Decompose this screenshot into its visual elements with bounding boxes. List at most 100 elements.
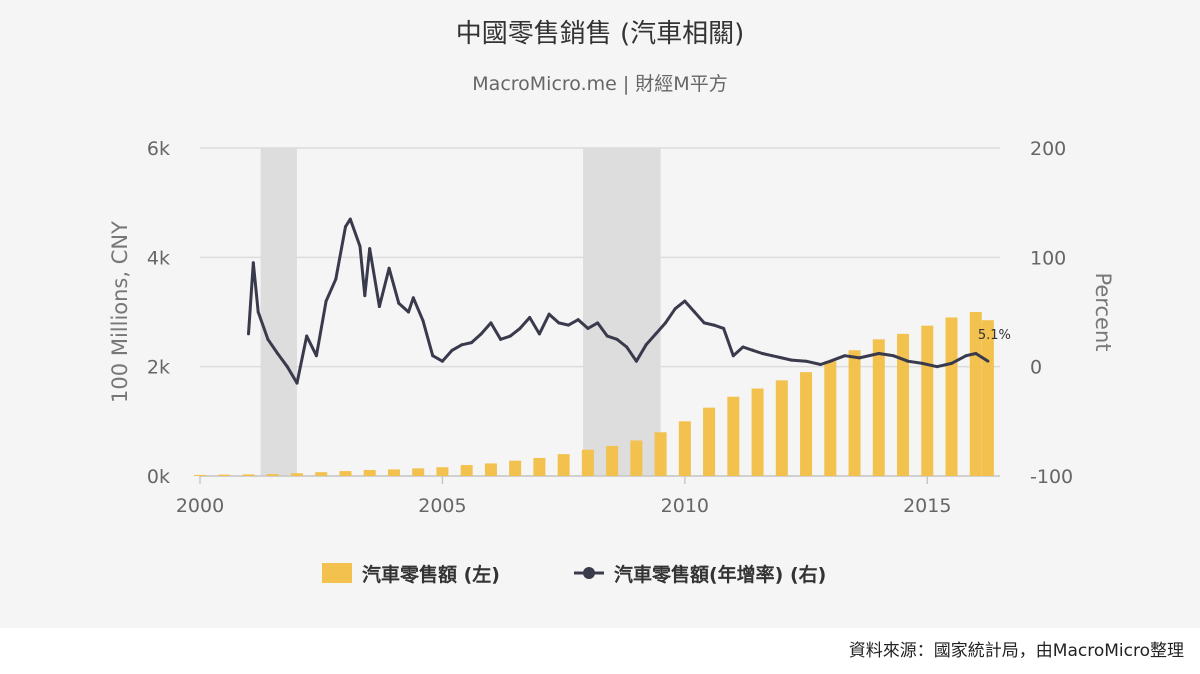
bar-25 [800,372,813,476]
bar-2 [242,474,255,476]
yoy-point-43 [634,359,638,363]
yoy-point-20 [411,296,415,300]
bar-9 [412,468,425,476]
gridlines [199,147,1000,484]
bar-6 [339,471,352,476]
bar-20 [678,421,691,476]
yoy-point-29 [499,337,503,341]
chart-subtitle: MacroMicro.me | 財經M平方 [472,73,727,95]
bar-13 [509,460,522,476]
yoy-point-45 [654,332,658,336]
yoy-point-69 [935,365,939,369]
bar-5 [315,472,328,476]
bar-22 [727,396,740,476]
yoy-point-73 [986,359,990,363]
yoy-point-38 [586,326,590,330]
yoy-point-67 [906,359,910,363]
yoy-point-48 [683,299,687,303]
yoy-point-17 [387,266,391,270]
yoy-point-16 [377,305,381,309]
yoy-point-31 [518,326,522,330]
yoy-point-51 [712,323,716,327]
yoy-point-19 [406,310,410,314]
y-right-axis-title: Percent [1091,272,1115,351]
yoy-point-32 [528,315,532,319]
y-right-tick-label: 200 [1030,138,1066,160]
yoy-point-42 [625,345,629,349]
yoy-point-72 [974,352,978,356]
yoy-point-18 [397,301,401,305]
bar-8 [387,469,400,476]
yoy-point-61 [819,362,823,366]
yoy-point-56 [760,352,764,356]
yoy-point-7 [305,334,309,338]
yoy-point-57 [770,354,774,358]
legend-line-marker [583,567,595,579]
y-left-axis-title: 100 Millions, CNY [108,221,132,403]
bar-15 [557,454,570,476]
chart-card: 中國零售銷售 (汽車相關) MacroMicro.me | 財經M平方 0k 2k… [108,19,1115,586]
yoy-point-28 [489,321,493,325]
yoy-point-6 [295,381,299,385]
bar-14 [533,457,546,476]
chart-title: 中國零售銷售 (汽車相關) [456,19,745,49]
yoy-point-24 [450,348,454,352]
bar-29 [897,333,910,476]
yoy-point-53 [731,354,735,358]
yoy-point-9 [324,299,328,303]
yoy-point-47 [673,307,677,311]
bar-series [194,312,994,476]
yoy-point-4 [276,352,280,356]
bar-18 [630,440,643,476]
recession-bands [260,148,661,476]
latest-value-annotation: 5.1% [978,328,1011,343]
y-left-tick-label: 4k [147,247,170,269]
chart: 中國零售銷售 (汽車相關) MacroMicro.me | 財經M平方 0k 2k… [108,19,1115,586]
bar-28 [872,339,885,476]
bar-27 [848,350,861,476]
yoy-point-22 [431,354,435,358]
recession-band-0 [260,148,297,476]
yoy-line [247,217,989,385]
yoy-point-71 [964,354,968,358]
bar-24 [775,380,788,476]
legend-bar-swatch [322,563,352,583]
x-tick-label: 2005 [418,495,466,517]
yoy-point-2 [256,310,260,314]
yoy-point-50 [702,321,706,325]
y-left-tick-label: 2k [147,357,170,379]
yoy-point-62 [828,359,832,363]
yoy-point-8 [314,354,318,358]
line-series [246,217,990,385]
y-left-tick-label: 0k [147,466,170,488]
bar-21 [703,407,716,476]
yoy-point-63 [843,354,847,358]
yoy-point-33 [537,332,541,336]
yoy-point-1 [251,261,255,265]
yoy-point-34 [547,312,551,316]
legend-bar-label: 汽車零售額 (左) [362,563,500,586]
bar-0 [194,474,206,476]
yoy-point-39 [596,321,600,325]
yoy-point-66 [891,354,895,358]
yoy-point-68 [920,361,924,365]
bar-23 [751,388,764,476]
legend-line-label: 汽車零售額(年增率) (右) [614,563,826,586]
yoy-point-59 [790,358,794,362]
yoy-point-23 [440,359,444,363]
yoy-point-60 [804,359,808,363]
bar-1 [218,474,231,476]
yoy-point-35 [557,321,561,325]
yoy-point-44 [644,343,648,347]
yoy-point-21 [421,319,425,323]
bar-4 [290,473,303,476]
x-tick-label: 2000 [176,495,224,517]
yoy-point-3 [266,337,270,341]
yoy-point-30 [508,334,512,338]
yoy-point-65 [877,352,881,356]
y-right-tick-label: 0 [1030,357,1042,379]
y-right-tick-label: -100 [1030,466,1073,488]
bar-7 [363,469,376,476]
bar-11 [460,465,473,476]
yoy-point-64 [857,356,861,360]
